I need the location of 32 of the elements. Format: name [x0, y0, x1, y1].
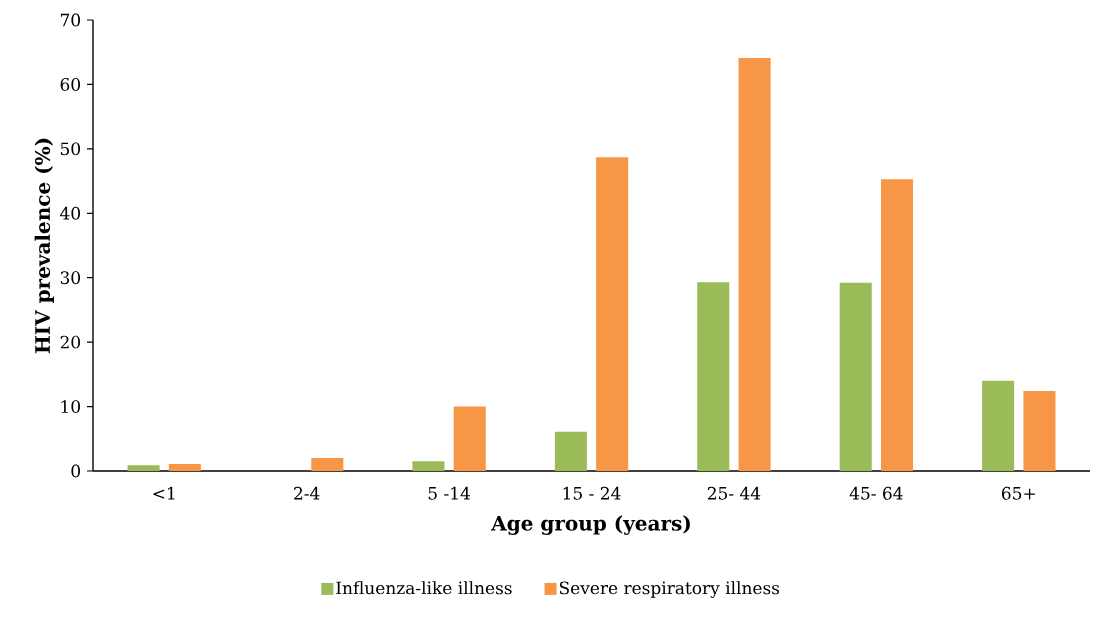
bar [982, 380, 1015, 471]
y-tick-label: 20 [60, 335, 81, 349]
y-tick-label: 10 [61, 400, 81, 413]
bar [412, 461, 445, 471]
y-tick-label: 60 [60, 77, 81, 91]
x-tick-label: 65+ [1002, 486, 1035, 500]
y-tick-label: 50 [60, 142, 81, 156]
x-tick-label: 15 - 24 [563, 486, 621, 500]
y-tick-label: 30 [60, 271, 81, 285]
y-tick-label: 40 [60, 206, 81, 220]
x-tick-label: <1 [153, 486, 175, 500]
bar [839, 282, 872, 471]
y-tick-label: 0 [71, 464, 81, 478]
bar [1023, 391, 1056, 471]
bar [738, 58, 771, 471]
legend-label: Severe respiratory illness [559, 581, 780, 598]
bar [127, 465, 160, 471]
bar [453, 406, 486, 471]
bar [168, 463, 201, 471]
x-tick-label: 25- 44 [707, 486, 761, 500]
x-tick-label: 2-4 [294, 486, 320, 500]
bar [554, 431, 587, 471]
bar [596, 157, 629, 471]
bar [697, 282, 730, 471]
legend-label: Influenza-like illness [336, 581, 512, 595]
x-tick-label: 45- 64 [849, 486, 903, 500]
y-tick-label: 70 [60, 13, 81, 27]
x-axis-title: Age group (years) [491, 515, 690, 535]
x-tick-label: 5 -14 [428, 486, 470, 500]
y-axis-title: HIV prevalence (%) [34, 138, 54, 354]
bar [311, 458, 344, 471]
bar [880, 179, 914, 471]
